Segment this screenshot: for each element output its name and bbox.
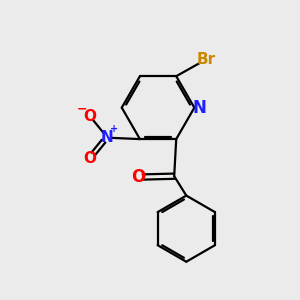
Text: O: O (83, 151, 96, 166)
Text: −: − (76, 102, 87, 115)
Text: +: + (110, 124, 118, 134)
Text: N: N (100, 130, 113, 145)
Text: N: N (192, 99, 206, 117)
Text: O: O (131, 168, 145, 186)
Text: O: O (83, 109, 96, 124)
Text: Br: Br (197, 52, 216, 67)
